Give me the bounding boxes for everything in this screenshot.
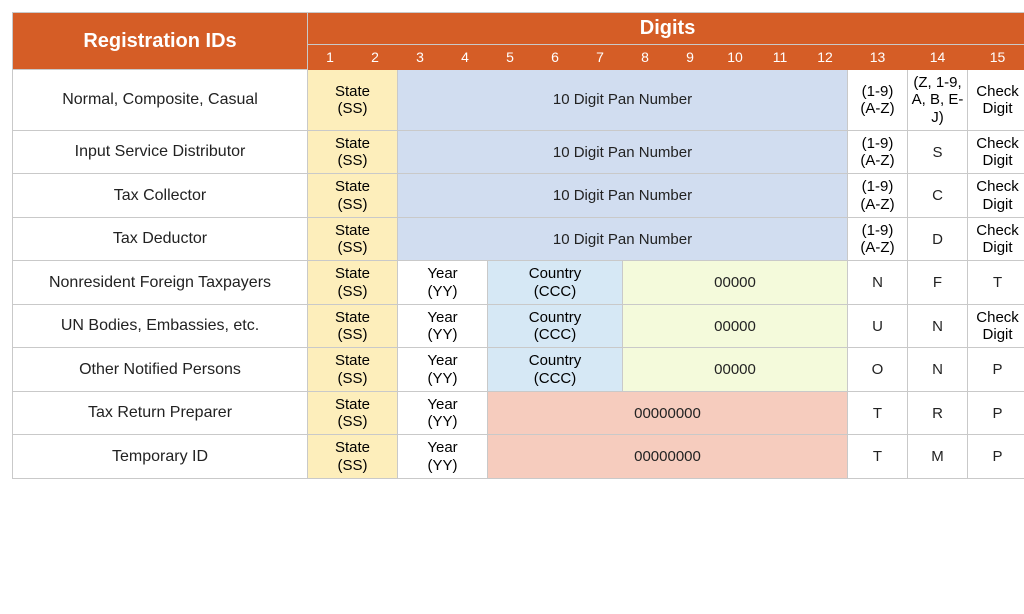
digit15-cell: CheckDigit — [968, 304, 1024, 348]
gst-registration-id-table: Registration IDs Digits 1 2 3 4 5 6 7 8 … — [12, 12, 1024, 479]
digit13-cell: T — [848, 435, 908, 479]
row-label-normal: Normal, Composite, Casual — [13, 70, 308, 131]
year-cell: Year(YY) — [398, 435, 488, 479]
state-cell: State(SS) — [308, 348, 398, 392]
digit13-cell: N — [848, 261, 908, 305]
digit-col-4: 4 — [443, 45, 488, 70]
digit13-cell: (1-9)(A-Z) — [848, 70, 908, 131]
row-label-nonresident: Nonresident Foreign Taxpayers — [13, 261, 308, 305]
state-cell: State(SS) — [308, 261, 398, 305]
table-row: Nonresident Foreign Taxpayers State(SS) … — [13, 261, 1024, 305]
table-row: Temporary ID State(SS) Year(YY) 00000000… — [13, 435, 1024, 479]
digit-col-2: 2 — [353, 45, 398, 70]
digit13-cell: T — [848, 391, 908, 435]
digit13-cell: O — [848, 348, 908, 392]
digit15-cell: P — [968, 348, 1024, 392]
row-label-temporary-id: Temporary ID — [13, 435, 308, 479]
digit-col-5: 5 — [488, 45, 533, 70]
row-label-isd: Input Service Distributor — [13, 130, 308, 174]
pan-cell: 10 Digit Pan Number — [398, 174, 848, 218]
digit14-cell: D — [908, 217, 968, 261]
digit-col-10: 10 — [713, 45, 758, 70]
digit15-cell: CheckDigit — [968, 130, 1024, 174]
digit13-cell: (1-9)(A-Z) — [848, 174, 908, 218]
digit-col-8: 8 — [623, 45, 668, 70]
year-cell: Year(YY) — [398, 304, 488, 348]
table-row: Tax Return Preparer State(SS) Year(YY) 0… — [13, 391, 1024, 435]
table-row: Other Notified Persons State(SS) Year(YY… — [13, 348, 1024, 392]
country-cell: Country(CCC) — [488, 348, 623, 392]
pan-cell: 10 Digit Pan Number — [398, 130, 848, 174]
digit-col-13: 13 — [848, 45, 908, 70]
table-row: Tax Deductor State(SS) 10 Digit Pan Numb… — [13, 217, 1024, 261]
state-cell: State(SS) — [308, 391, 398, 435]
state-cell: State(SS) — [308, 435, 398, 479]
digit-col-12: 12 — [803, 45, 848, 70]
header-registration-ids: Registration IDs — [13, 13, 308, 70]
digit-col-1: 1 — [308, 45, 353, 70]
zeros5-cell: 00000 — [623, 304, 848, 348]
country-cell: Country(CCC) — [488, 261, 623, 305]
digit15-cell: P — [968, 391, 1024, 435]
digit-col-6: 6 — [533, 45, 578, 70]
row-label-tax-collector: Tax Collector — [13, 174, 308, 218]
digit15-cell: CheckDigit — [968, 217, 1024, 261]
digit-col-3: 3 — [398, 45, 443, 70]
table-row: Tax Collector State(SS) 10 Digit Pan Num… — [13, 174, 1024, 218]
country-cell: Country(CCC) — [488, 304, 623, 348]
digit-col-15: 15 — [968, 45, 1024, 70]
digit14-cell: N — [908, 348, 968, 392]
zeros8-cell: 00000000 — [488, 391, 848, 435]
row-label-tax-return-preparer: Tax Return Preparer — [13, 391, 308, 435]
digit-col-9: 9 — [668, 45, 713, 70]
zeros5-cell: 00000 — [623, 348, 848, 392]
pan-cell: 10 Digit Pan Number — [398, 70, 848, 131]
table-row: Normal, Composite, Casual State(SS) 10 D… — [13, 70, 1024, 131]
table-row: Input Service Distributor State(SS) 10 D… — [13, 130, 1024, 174]
row-label-other-notified: Other Notified Persons — [13, 348, 308, 392]
table-row: UN Bodies, Embassies, etc. State(SS) Yea… — [13, 304, 1024, 348]
digit15-cell: P — [968, 435, 1024, 479]
digit13-cell: (1-9)(A-Z) — [848, 217, 908, 261]
state-cell: State(SS) — [308, 304, 398, 348]
state-cell: State(SS) — [308, 70, 398, 131]
digit-col-7: 7 — [578, 45, 623, 70]
year-cell: Year(YY) — [398, 348, 488, 392]
year-cell: Year(YY) — [398, 261, 488, 305]
digit14-cell: (Z, 1-9,A, B, E-J) — [908, 70, 968, 131]
pan-cell: 10 Digit Pan Number — [398, 217, 848, 261]
digit14-cell: F — [908, 261, 968, 305]
zeros8-cell: 00000000 — [488, 435, 848, 479]
digit14-cell: S — [908, 130, 968, 174]
state-cell: State(SS) — [308, 217, 398, 261]
digit-col-11: 11 — [758, 45, 803, 70]
state-cell: State(SS) — [308, 174, 398, 218]
digit14-cell: M — [908, 435, 968, 479]
digit13-cell: U — [848, 304, 908, 348]
row-label-un-bodies: UN Bodies, Embassies, etc. — [13, 304, 308, 348]
digit14-cell: R — [908, 391, 968, 435]
year-cell: Year(YY) — [398, 391, 488, 435]
digit15-cell: CheckDigit — [968, 174, 1024, 218]
row-label-tax-deductor: Tax Deductor — [13, 217, 308, 261]
zeros5-cell: 00000 — [623, 261, 848, 305]
digit14-cell: N — [908, 304, 968, 348]
state-cell: State(SS) — [308, 130, 398, 174]
digit15-cell: CheckDigit — [968, 70, 1024, 131]
digit13-cell: (1-9)(A-Z) — [848, 130, 908, 174]
digit14-cell: C — [908, 174, 968, 218]
digit-col-14: 14 — [908, 45, 968, 70]
header-digits: Digits — [308, 13, 1024, 45]
digit15-cell: T — [968, 261, 1024, 305]
